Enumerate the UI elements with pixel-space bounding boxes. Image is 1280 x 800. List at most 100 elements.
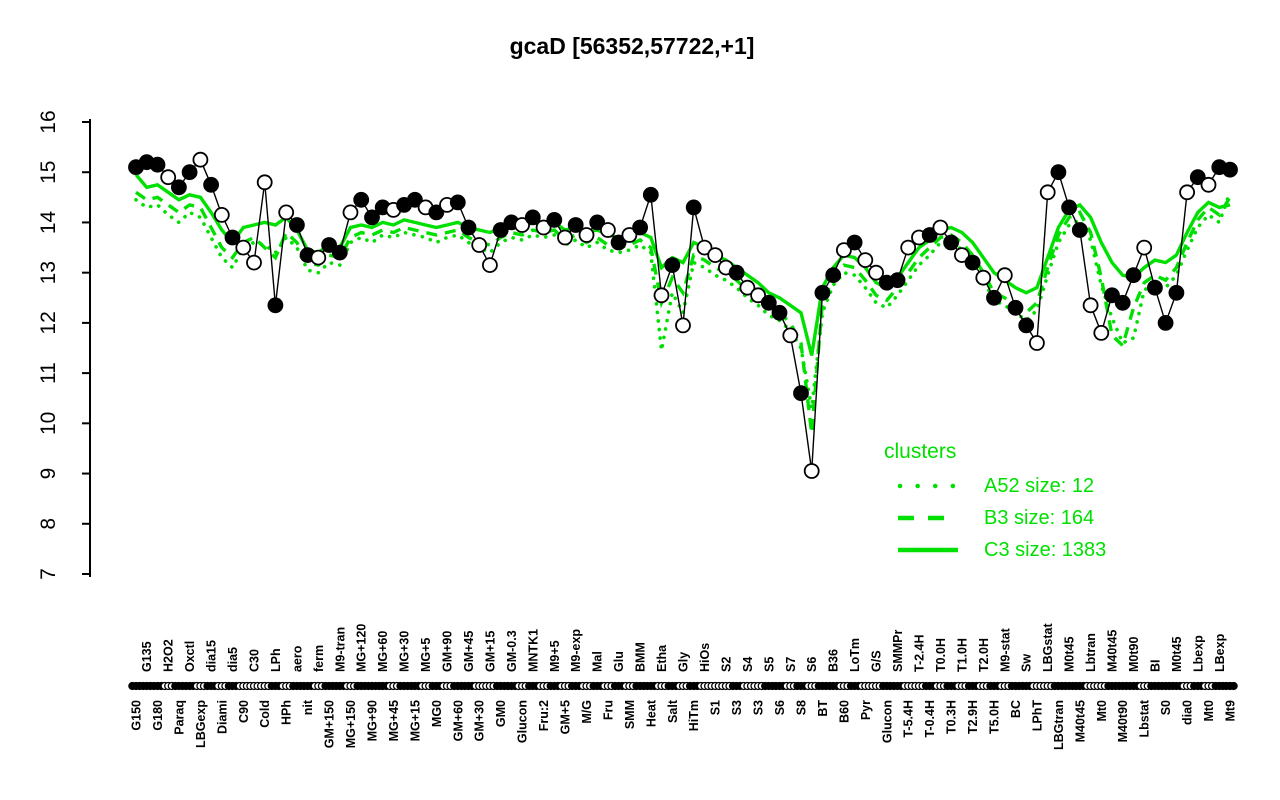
data-point [1136, 239, 1153, 256]
y-tick-label: 7 [37, 568, 60, 580]
legend-label-c3: C3 size: 1383 [984, 538, 1107, 561]
data-point [1039, 184, 1056, 201]
data-point [235, 239, 252, 256]
data-point [1050, 164, 1067, 181]
data-point [696, 239, 713, 256]
data-point [986, 289, 1002, 306]
data-point [610, 234, 627, 251]
x-label: GM+60 [451, 700, 465, 741]
data-point [1104, 287, 1120, 304]
x-label: S0 [1159, 700, 1173, 715]
dotted-line-sample-icon [897, 483, 960, 489]
x-label: LBGtran [1052, 700, 1066, 750]
data-point [1222, 161, 1238, 178]
x-label: dia5 [226, 647, 240, 672]
data-point [288, 217, 305, 233]
x-label: LoTm [848, 638, 862, 672]
data-point [246, 254, 262, 271]
x-label: MG+60 [376, 631, 390, 672]
x-label: M/G [580, 700, 594, 724]
x-label: BC [1009, 700, 1023, 718]
data-point [889, 272, 906, 289]
x-label: B60 [837, 700, 851, 723]
x-label: T5.0H [988, 700, 1002, 734]
data-point [685, 199, 702, 216]
data-point [203, 176, 220, 193]
x-label: M0t45 [1063, 637, 1077, 672]
x-label: HPh [280, 700, 294, 725]
data-point [642, 186, 659, 203]
data-point [471, 237, 488, 253]
x-label: HiOs [698, 643, 712, 672]
x-label: ferm [312, 645, 326, 672]
x-label: M0t45 [1170, 637, 1184, 672]
x-label: BMM [634, 642, 648, 672]
data-point [278, 204, 295, 221]
data-point [1007, 299, 1024, 316]
x-label: M9+5 [548, 640, 562, 672]
x-label: C30 [248, 649, 262, 672]
x-label: MG+45 [387, 700, 401, 741]
data-point [728, 264, 745, 281]
data-point [932, 219, 949, 236]
data-point [750, 287, 766, 304]
data-point [428, 204, 445, 221]
data-point [793, 385, 809, 402]
data-point [675, 317, 691, 334]
cluster-legend: clusters A52 size: 12 B3 size: 164 C3 si… [882, 440, 1106, 566]
y-tick-label: 8 [37, 518, 60, 530]
x-label: T0.3H [945, 700, 959, 734]
y-tick-label: 13 [37, 261, 60, 284]
data-point [460, 219, 477, 236]
data-point [567, 217, 584, 233]
x-label: T-5.4H [902, 700, 916, 738]
legend-item-c3: C3 size: 1383 [882, 534, 1106, 566]
x-label: LBGexp [194, 700, 208, 748]
x-label: G/S [870, 650, 884, 672]
data-point [707, 247, 724, 264]
x-label: M9-stat [998, 627, 1012, 672]
data-point [224, 229, 241, 246]
data-point [342, 204, 359, 221]
data-point [760, 294, 777, 311]
legend-item-b3: B3 size: 164 [882, 502, 1106, 534]
solid-line-sample-icon [898, 547, 958, 553]
data-point [621, 227, 638, 243]
x-label: S3 [730, 700, 744, 715]
x-label: Mt0 [1202, 700, 1216, 722]
data-point [653, 287, 670, 304]
data-point [589, 214, 606, 231]
data-point [632, 219, 648, 236]
x-label: M40t45 [1106, 630, 1120, 672]
data-point [900, 239, 917, 256]
data-point [1157, 314, 1174, 331]
x-label: MG+120 [355, 624, 369, 672]
x-label: SMMPr [891, 630, 905, 673]
data-point [406, 191, 423, 208]
x-label: C90 [237, 700, 251, 723]
data-point [1168, 284, 1185, 301]
x-label: MG+5 [419, 638, 433, 672]
x-label: H2O2 [162, 639, 176, 672]
x-label: Etha [655, 644, 669, 672]
data-point [975, 269, 992, 286]
x-label: S3 [752, 700, 766, 715]
x-label: Salt [666, 699, 680, 723]
y-axis: 7 8 9 10 11 12 13 14 15 16 [37, 110, 91, 580]
data-point [1093, 324, 1110, 341]
sample-strip [128, 681, 1238, 691]
x-label: MNTK1 [526, 629, 540, 672]
x-label: Heat [644, 699, 658, 727]
data-point [181, 164, 198, 181]
data-point [771, 304, 788, 321]
chart-title: gcaD [56352,57722,+1] [509, 33, 755, 59]
x-label: MG+15 [408, 700, 422, 741]
data-point [739, 279, 756, 296]
x-label: aero [290, 645, 304, 672]
data-point [1125, 267, 1142, 284]
x-label: G135 [140, 641, 154, 672]
x-label: S8 [795, 700, 809, 715]
data-point [1018, 317, 1035, 334]
data-point [782, 327, 799, 344]
